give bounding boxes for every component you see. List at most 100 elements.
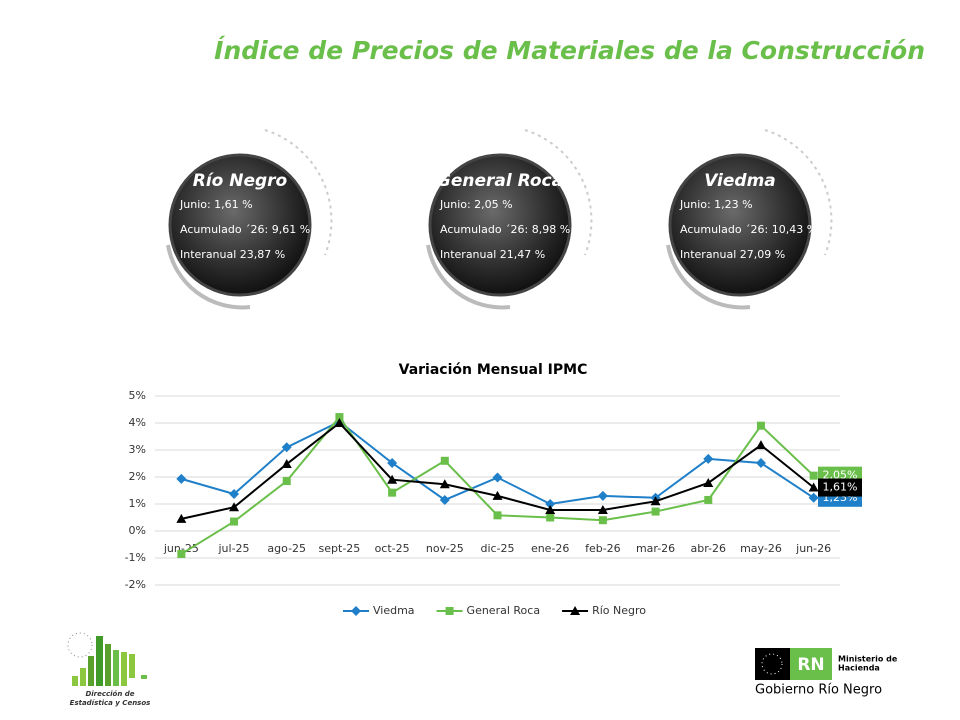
marker (230, 517, 239, 526)
x-tick-label: jun-25 (163, 542, 199, 555)
marker (545, 499, 556, 509)
x-tick-label: sept-25 (319, 542, 361, 555)
card-ring (764, 129, 833, 256)
x-tick-label: dic-25 (480, 542, 514, 555)
marker (703, 453, 714, 464)
y-tick-label: -1% (125, 551, 146, 564)
marker (704, 495, 713, 504)
y-tick-label: 2% (129, 470, 146, 483)
marker (445, 607, 454, 615)
marker (334, 418, 345, 427)
marker (808, 482, 819, 492)
card-title: Río Negro (193, 171, 288, 191)
marker (597, 504, 608, 514)
logo-text: Hacienda (838, 664, 880, 673)
card-line: Interanual 27,09 % (680, 248, 785, 261)
marker (351, 606, 361, 616)
x-tick-label: mar-26 (636, 542, 675, 555)
value-label-box (818, 478, 862, 497)
y-tick-label: 3% (129, 443, 146, 456)
y-tick-label: -2% (125, 578, 146, 591)
card-ring (666, 244, 751, 310)
x-tick-label: oct-25 (375, 542, 410, 555)
marker (439, 494, 450, 505)
y-tick-label: 1% (129, 497, 146, 510)
marker (808, 492, 819, 503)
marker (492, 472, 503, 483)
card-ring (264, 129, 333, 256)
x-tick-label: nov-25 (426, 542, 464, 555)
card-line: Acumulado ´26: 8,98 % (440, 223, 570, 236)
marker (229, 489, 240, 500)
marker (756, 421, 765, 430)
series-line (180, 415, 815, 555)
logo-text: Gobierno Río Negro (755, 683, 882, 698)
marker (598, 516, 607, 525)
marker (755, 440, 766, 450)
marker (176, 513, 187, 523)
marker (546, 513, 555, 522)
logo-badge: RN (797, 655, 824, 675)
x-tick-label: may-26 (740, 542, 782, 555)
logo-text: Ministerio de (838, 655, 898, 664)
card-ring (524, 129, 593, 256)
marker (597, 490, 608, 501)
marker (176, 473, 187, 484)
marker (651, 507, 660, 516)
marker (229, 502, 240, 512)
slide-title: Índice de Precios de Materiales de la Co… (214, 36, 925, 65)
marker (809, 471, 818, 480)
marker (177, 549, 186, 558)
marker (703, 477, 714, 487)
card-line: Junio: 2,05 % (439, 198, 513, 211)
legend-label: General Roca (467, 604, 541, 617)
logo-text: Estadística y Censos (70, 699, 151, 707)
card-title: General Roca (437, 171, 563, 191)
marker (387, 457, 398, 468)
value-label: 1,61% (823, 481, 858, 494)
chart-title: Variación Mensual IPMC (399, 362, 588, 378)
card-line: Acumulado ´26: 10,43 % (680, 223, 817, 236)
x-tick-label: jul-25 (218, 542, 250, 555)
y-tick-label: 4% (129, 416, 146, 429)
marker (570, 606, 581, 615)
marker (388, 488, 397, 497)
card-circle (168, 153, 312, 297)
card-ring (426, 244, 511, 310)
card-circle (668, 153, 812, 297)
legend-label: Viedma (373, 604, 415, 617)
card-circle (428, 153, 572, 297)
marker (545, 504, 556, 514)
card-line: Interanual 21,47 % (440, 248, 545, 261)
right-logo: RN Ministerio de Hacienda Gobierno Río N… (755, 648, 898, 698)
x-tick-label: abr-26 (691, 542, 727, 555)
marker (282, 477, 291, 486)
card-ring (166, 244, 251, 310)
card-line: Acumulado ´26: 9,61 % (180, 223, 310, 236)
x-tick-label: ene-26 (531, 542, 569, 555)
y-tick-label: 0% (129, 524, 146, 537)
left-logo: Dirección de Estadística y Censos (67, 632, 151, 707)
marker (755, 457, 766, 468)
value-label: 2,05% (823, 469, 858, 482)
x-tick-label: feb-26 (585, 542, 621, 555)
marker (493, 511, 502, 520)
marker (439, 479, 450, 489)
card-line: Junio: 1,61 % (179, 198, 253, 211)
marker (281, 442, 292, 453)
marker (387, 474, 398, 484)
card-line: Interanual 23,87 % (180, 248, 285, 261)
y-tick-label: 5% (129, 389, 146, 402)
marker (650, 496, 661, 506)
card-title: Viedma (704, 171, 776, 191)
marker (440, 456, 449, 465)
marker (492, 490, 503, 500)
x-tick-label: ago-25 (267, 542, 306, 555)
logo-text: Dirección de (85, 690, 134, 698)
x-tick-label: jun-26 (795, 542, 831, 555)
card-line: Junio: 1,23 % (679, 198, 753, 211)
marker (335, 413, 344, 422)
marker (281, 459, 292, 469)
